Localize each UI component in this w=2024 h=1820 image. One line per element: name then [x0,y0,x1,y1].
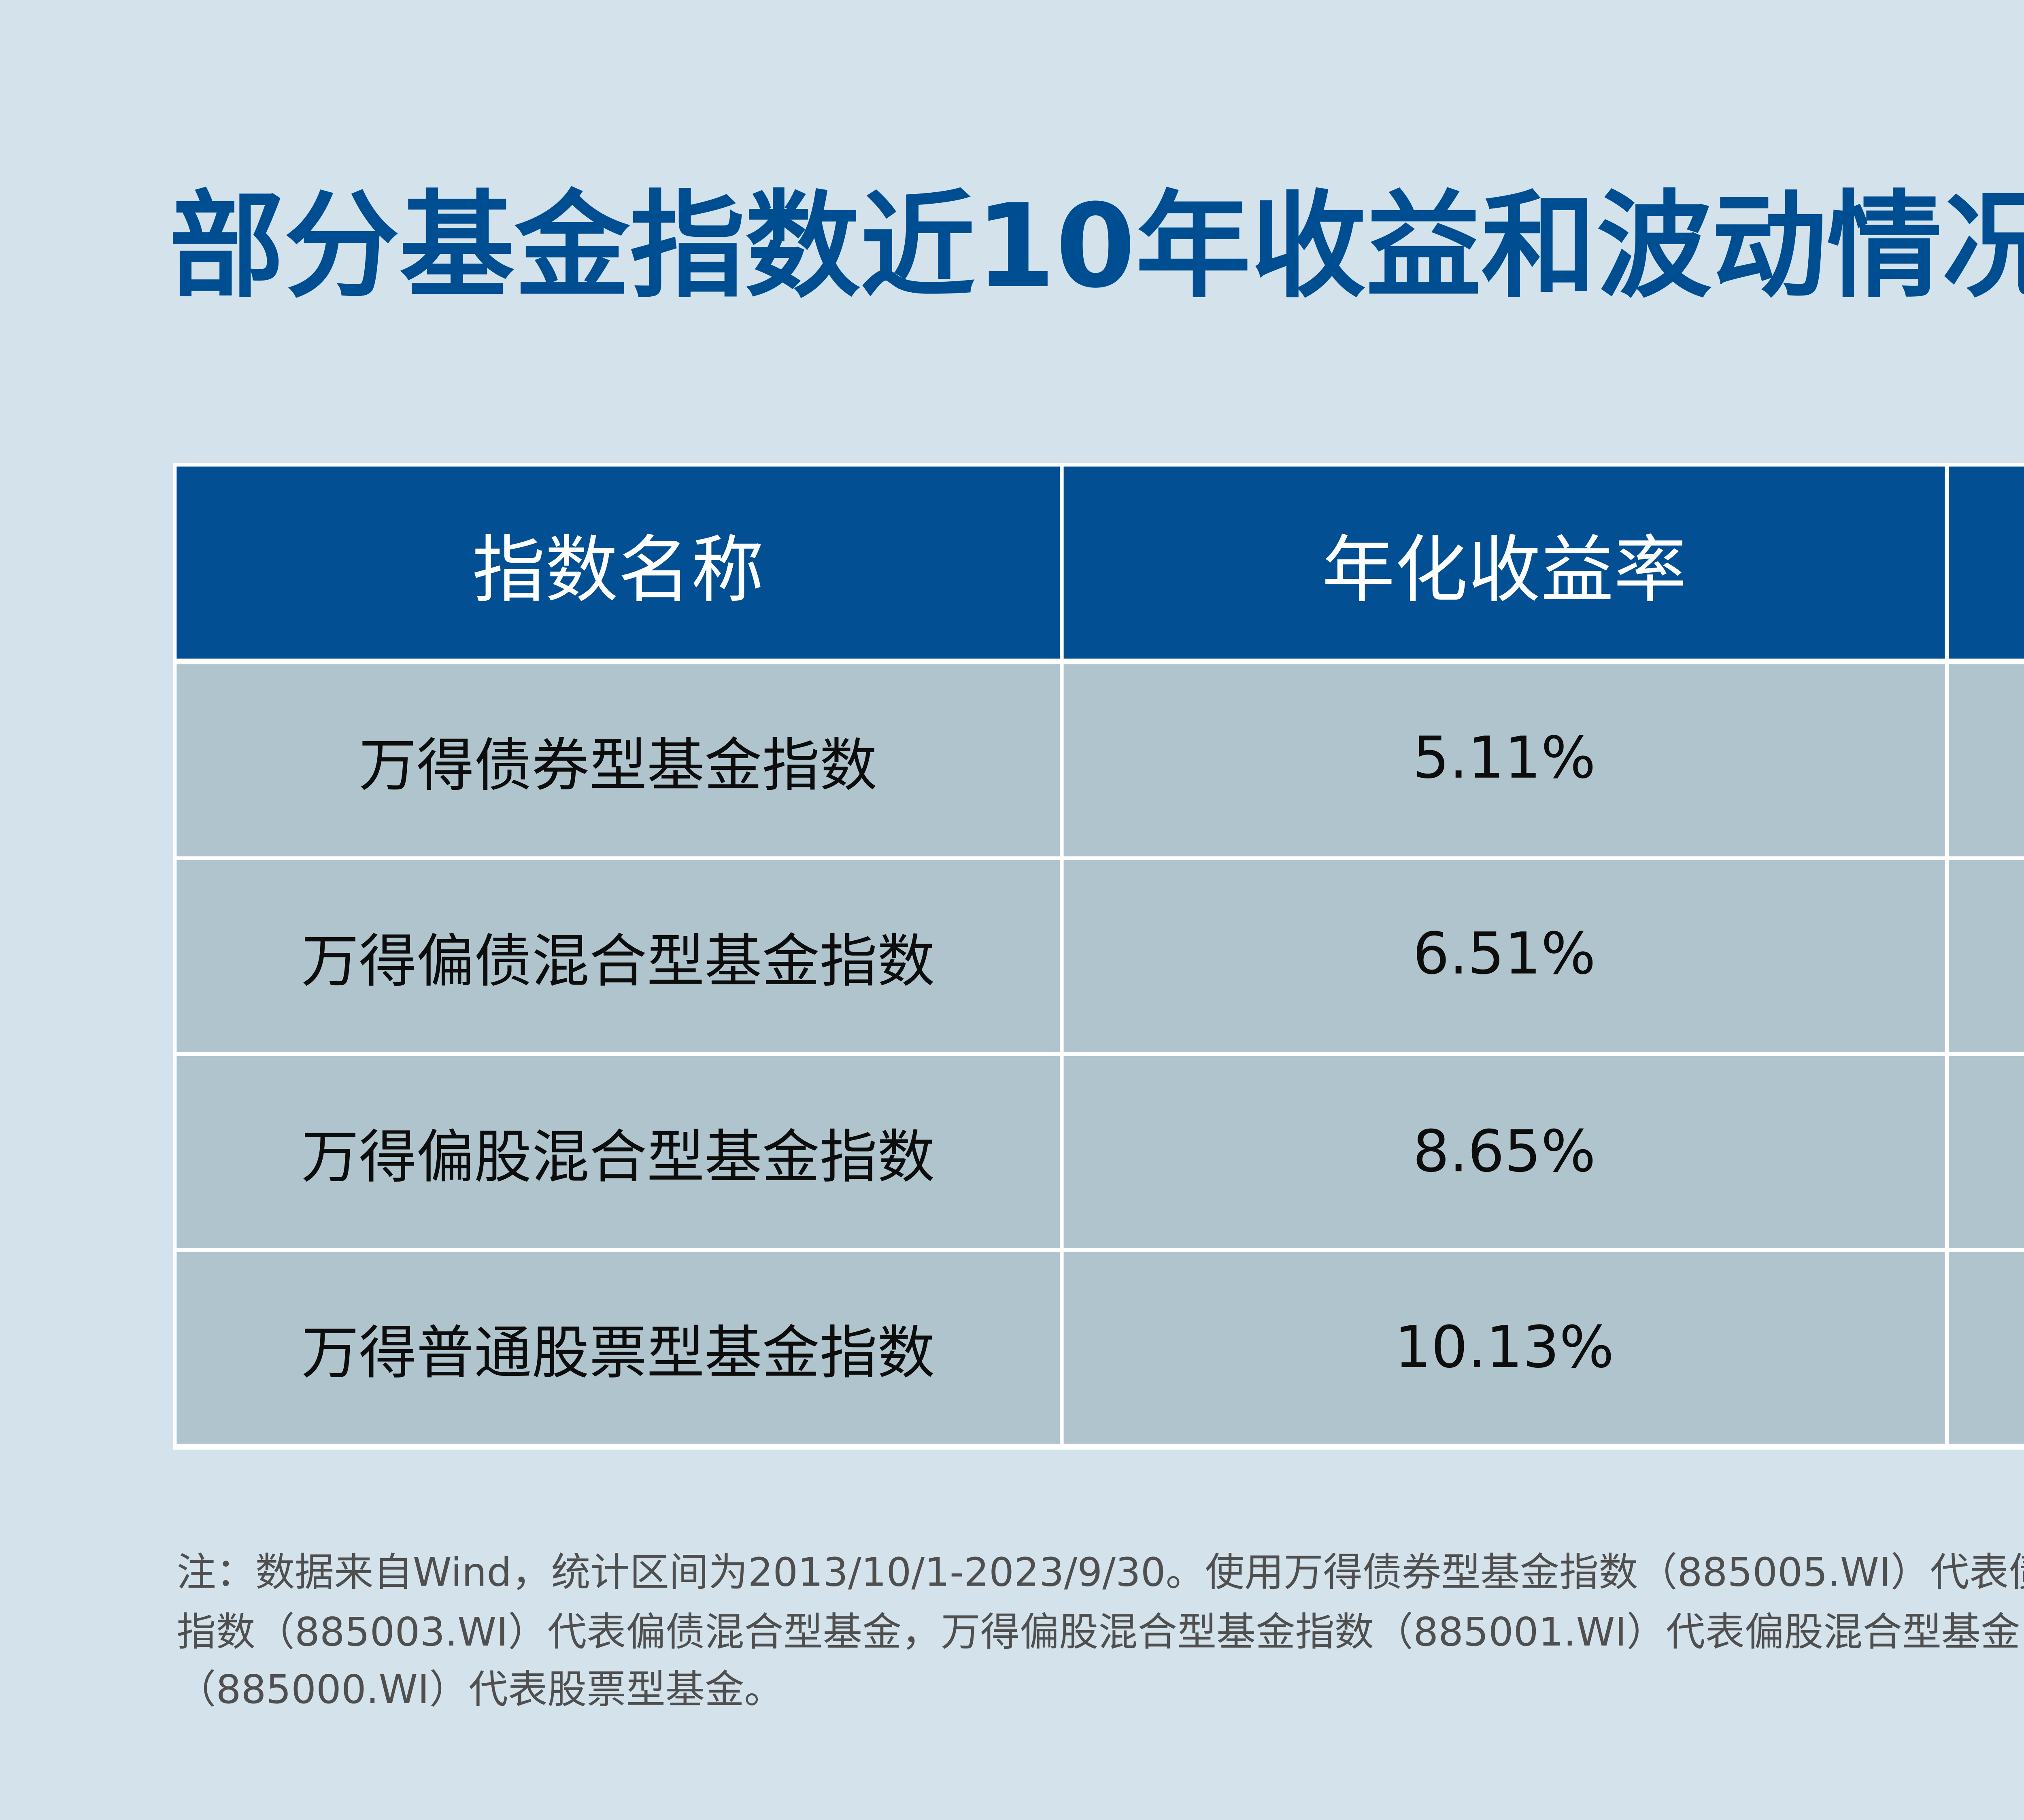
table-cell-index-name: 万得偏债混合型基金指数 [177,860,1059,1052]
table-cell-annual-volatility: 2.47% [1950,663,2024,856]
fund-index-table: 指数名称 年化收益率 年化波动率 万得债券型基金指数 5.11% 2.47% 万… [172,463,2024,1449]
table-cell-annual-volatility: 22.09% [1950,1252,2024,1445]
table-cell-index-name: 万得偏股混合型基金指数 [177,1056,1059,1248]
table-cell-annual-volatility: 20.64% [1950,1056,2024,1248]
footnote-line: （885000.WI）代表股票型基金。 [176,1666,784,1713]
table-header-annual-volatility: 年化波动率 [1950,467,2024,659]
table-cell-annual-return: 8.65% [1063,1056,1945,1248]
table-cell-annual-return: 5.11% [1063,663,1945,856]
table-cell-annual-volatility: 4.24% [1950,860,2024,1052]
table-cell-annual-return: 10.13% [1063,1252,1945,1445]
page-title: 部分基金指数近10年收益和波动情况 [169,180,2024,315]
table-header-annual-return: 年化收益率 [1063,467,1945,659]
table-header-index-name: 指数名称 [177,467,1059,659]
table-cell-annual-return: 6.51% [1063,860,1945,1052]
footnote-line: 注：数据来自Wind，统计区间为2013/10/1-2023/9/30。使用万得… [176,1549,2024,1596]
footnote-line: 指数（885003.WI）代表偏债混合型基金，万得偏股混合型基金指数（88500… [176,1608,2024,1654]
footnote: 注：数据来自Wind，统计区间为2013/10/1-2023/9/30。使用万得… [176,1544,2024,1719]
table-cell-index-name: 万得债券型基金指数 [177,663,1059,856]
table-cell-index-name: 万得普通股票型基金指数 [177,1252,1059,1445]
